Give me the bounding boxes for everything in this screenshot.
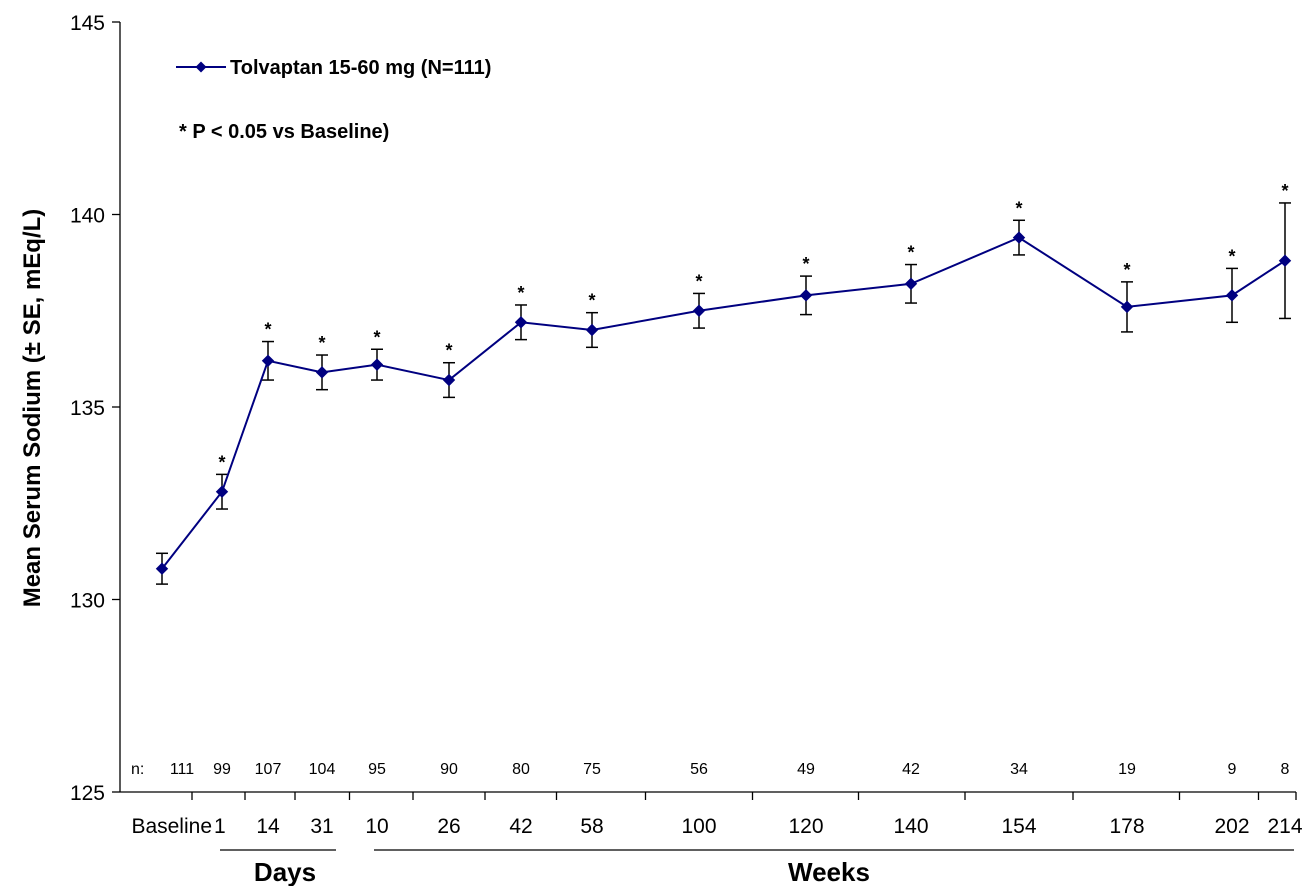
y-tick-label: 125 bbox=[70, 782, 105, 805]
significance-marker: * bbox=[1281, 181, 1288, 201]
labels-layer: 125 130 135 140 145 Baseline 1 14 31 10 26 42 58 100 1… bbox=[19, 12, 1303, 886]
significance-marker: * bbox=[1123, 260, 1130, 280]
data-point bbox=[799, 289, 813, 302]
data-point bbox=[261, 354, 275, 368]
n-value: 111 bbox=[170, 761, 194, 778]
x-tick-label: 10 bbox=[365, 815, 388, 838]
n-value: 19 bbox=[1118, 761, 1136, 778]
n-value: 34 bbox=[1010, 761, 1028, 778]
data-point bbox=[904, 277, 918, 291]
significance-marker: * bbox=[517, 283, 524, 303]
n-value: 90 bbox=[440, 761, 458, 778]
series-line-tolvaptan bbox=[161, 236, 1286, 570]
x-tick-label: 140 bbox=[893, 815, 928, 838]
data-point bbox=[1278, 254, 1292, 267]
y-tick-label: 135 bbox=[70, 397, 105, 420]
legend-marker bbox=[195, 61, 207, 73]
x-tick-label: 202 bbox=[1214, 815, 1249, 838]
n-value: 99 bbox=[213, 761, 231, 778]
y-tick-label: 130 bbox=[70, 590, 105, 613]
significance-marker: * bbox=[264, 320, 271, 340]
significance-marker: * bbox=[373, 327, 380, 347]
significance-marker: * bbox=[445, 341, 452, 361]
x-tick-label: 214 bbox=[1267, 815, 1302, 838]
significance-marker: * bbox=[907, 243, 914, 263]
days-group-label: Days bbox=[254, 857, 316, 886]
x-tick-label: 31 bbox=[310, 815, 333, 838]
n-value: 42 bbox=[902, 761, 920, 778]
data-point bbox=[215, 485, 229, 498]
significance-marker: * bbox=[1015, 198, 1022, 218]
x-tick-label: 178 bbox=[1109, 815, 1144, 838]
x-tick-label: 14 bbox=[256, 815, 280, 838]
x-tick-label: 154 bbox=[1001, 815, 1036, 838]
n-value: 80 bbox=[512, 761, 530, 778]
n-value: 107 bbox=[255, 761, 282, 778]
data-point bbox=[442, 373, 456, 387]
n-value: 95 bbox=[368, 761, 386, 778]
series-layer bbox=[155, 202, 1292, 585]
n-value: 56 bbox=[690, 761, 708, 778]
significance-marker: * bbox=[1228, 246, 1235, 266]
data-point bbox=[370, 358, 384, 371]
y-tick-label: 145 bbox=[70, 12, 105, 35]
n-value: 75 bbox=[583, 761, 601, 778]
significance-marker: * bbox=[588, 291, 595, 311]
significance-marker: * bbox=[695, 271, 702, 291]
weeks-group-label: Weeks bbox=[788, 857, 870, 886]
data-point bbox=[514, 316, 528, 329]
x-tick-label: 120 bbox=[788, 815, 823, 838]
n-value: 9 bbox=[1228, 761, 1237, 778]
n-value: 49 bbox=[797, 761, 815, 778]
x-tick-label: Baseline bbox=[131, 815, 212, 838]
data-point bbox=[692, 304, 706, 317]
axes bbox=[112, 21, 1297, 851]
x-tick-label: 26 bbox=[437, 815, 460, 838]
y-tick-label: 140 bbox=[70, 205, 105, 228]
x-tick-label: 1 bbox=[214, 815, 226, 838]
footnote: * P < 0.05 vs Baseline) bbox=[179, 121, 389, 143]
x-tick-label: 100 bbox=[681, 815, 716, 838]
significance-marker: * bbox=[218, 452, 225, 472]
legend-label: Tolvaptan 15-60 mg (N=111) bbox=[230, 57, 491, 79]
data-point bbox=[155, 562, 169, 575]
data-point bbox=[585, 323, 599, 337]
significance-marker: * bbox=[318, 333, 325, 353]
n-prefix: n: bbox=[131, 761, 144, 778]
n-value: 8 bbox=[1281, 761, 1290, 778]
data-point bbox=[1012, 231, 1026, 244]
x-tick-label: 42 bbox=[509, 815, 532, 838]
data-point bbox=[1120, 300, 1134, 314]
data-point bbox=[1225, 289, 1239, 302]
x-tick-label: 58 bbox=[580, 815, 603, 838]
n-value: 104 bbox=[309, 761, 336, 778]
data-point bbox=[315, 366, 329, 379]
y-axis-title: Mean Serum Sodium (± SE, mEq/L) bbox=[19, 209, 46, 608]
significance-marker: * bbox=[802, 254, 809, 274]
